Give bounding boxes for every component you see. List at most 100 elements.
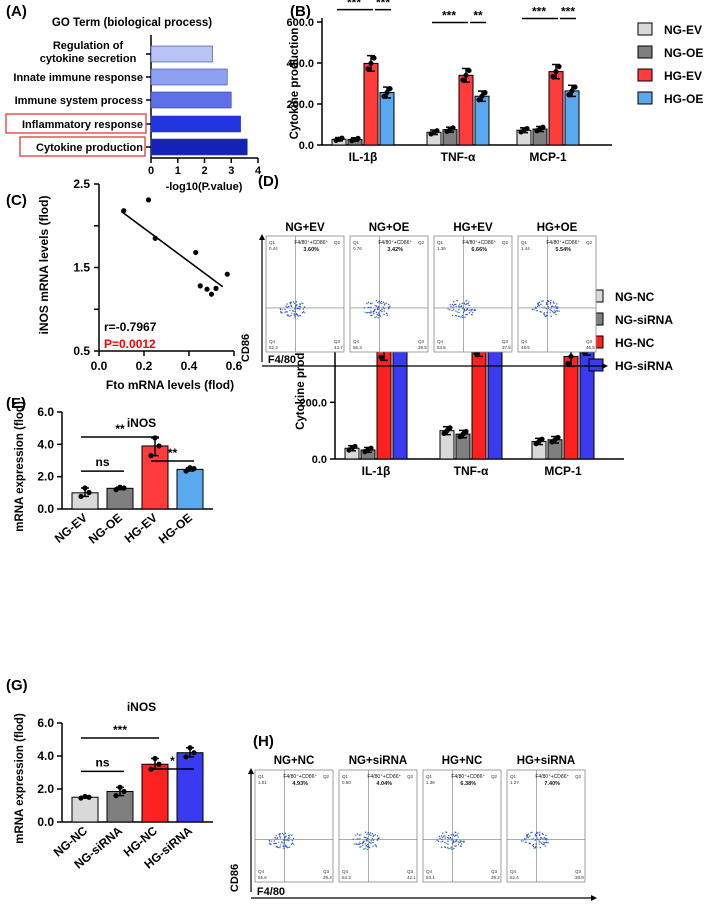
- data-point: [466, 67, 472, 74]
- flow-event-dot: [294, 308, 296, 310]
- flow-event-dot: [374, 308, 376, 311]
- quadrant-gate-label: F4/80⁺+CD86⁺: [462, 240, 496, 246]
- flow-event-dot: [467, 302, 469, 305]
- flow-event-dot: [452, 834, 455, 836]
- data-point: [479, 93, 485, 99]
- flow-event-dot: [541, 832, 544, 835]
- quadrant-label: Q4: [353, 339, 360, 344]
- quadrant-label: Q4: [510, 869, 517, 874]
- data-point: [368, 445, 374, 451]
- flow-event-dot: [358, 834, 361, 836]
- flow-event-dot: [288, 839, 290, 842]
- quadrant-q1-value: 1.44: [521, 246, 530, 251]
- flow-event-dot: [366, 311, 369, 314]
- flow-event-dot: [456, 311, 459, 313]
- flow-event-dot: [450, 306, 452, 308]
- flow-event-dot: [445, 842, 448, 845]
- flow-event-dot: [358, 843, 360, 845]
- flow-event-dot: [287, 305, 290, 308]
- quadrant-label: Q2: [491, 774, 498, 779]
- flow-event-dot: [289, 301, 291, 304]
- flow-event-dot: [375, 311, 378, 313]
- flow-event-dot: [441, 838, 443, 841]
- flow-event-dot: [453, 303, 456, 306]
- data-point: [460, 77, 466, 83]
- data-point: [78, 493, 84, 499]
- quadrant-label: Q2: [575, 774, 582, 779]
- flow-event-dot: [379, 315, 382, 317]
- data-point: [113, 487, 119, 493]
- data-point: [183, 468, 189, 474]
- flow-event-dot: [358, 838, 360, 840]
- flow-event-dot: [455, 845, 457, 847]
- flow-event-dot: [294, 311, 296, 313]
- flow-event-dot: [442, 835, 445, 837]
- flow-event-dot: [377, 314, 379, 316]
- significance-stars: ***: [561, 5, 575, 19]
- flow-event-dot: [297, 307, 300, 310]
- data-point: [78, 795, 84, 801]
- data-point: [117, 784, 123, 790]
- flow-plot-box: [338, 769, 418, 883]
- flow-event-dot: [380, 300, 383, 303]
- flow-event-dot: [286, 839, 289, 841]
- flow-event-dot: [372, 845, 374, 847]
- legend-label: HG-NC: [615, 336, 655, 350]
- flow-event-dot: [284, 845, 286, 848]
- flow-event-dot: [550, 307, 553, 309]
- flow-event-dot: [367, 301, 370, 304]
- flow-event-dot: [281, 842, 283, 844]
- panel-f-y-tick-label: 200.0: [299, 397, 327, 409]
- flow-event-dot: [279, 846, 281, 848]
- panel-e-title: iNOS: [127, 416, 156, 430]
- data-point: [482, 90, 488, 96]
- flow-event-dot: [545, 841, 547, 844]
- flow-event-dot: [376, 308, 379, 311]
- flow-event-dot: [290, 312, 293, 315]
- scatter-point: [145, 197, 152, 203]
- flow-event-dot: [301, 312, 304, 314]
- flow-event-dot: [533, 308, 535, 311]
- data-bar: [474, 95, 490, 146]
- flow-event-dot: [294, 316, 296, 318]
- flow-event-dot: [285, 839, 288, 841]
- flow-event-dot: [288, 837, 290, 839]
- flow-event-dot: [296, 304, 298, 306]
- quadrant-label: Q1: [258, 774, 265, 779]
- panel-b-y-axis-label: Cytokine production: [289, 28, 301, 140]
- flow-event-dot: [386, 313, 388, 315]
- flow-event-dot: [523, 838, 526, 840]
- flow-event-dot: [290, 304, 292, 306]
- flow-event-dot: [377, 317, 379, 319]
- go-bar: [150, 115, 241, 133]
- flow-event-dot: [536, 305, 539, 308]
- data-point: [113, 793, 119, 799]
- flow-event-dot: [368, 834, 371, 836]
- quadrant-gate-label: F4/80⁺+CD86⁺: [546, 240, 580, 246]
- flow-event-dot: [472, 311, 474, 314]
- flow-event-dot: [547, 305, 549, 308]
- quadrant-gate-label: F4/80⁺+CD86⁺: [367, 774, 401, 780]
- flow-event-dot: [372, 839, 374, 841]
- flow-event-dot: [462, 841, 464, 843]
- flow-event-dot: [538, 843, 540, 845]
- panel-c-x-tick-label: 0.4: [181, 359, 198, 373]
- flow-event-dot: [374, 305, 376, 307]
- go-bar: [150, 45, 213, 63]
- flow-event-dot: [300, 302, 302, 304]
- flow-event-dot: [463, 308, 466, 311]
- flow-event-dot: [299, 308, 301, 310]
- flow-event-dot: [273, 843, 275, 845]
- panel-g-y-tick-label: 4.0: [37, 749, 54, 763]
- data-point: [569, 88, 575, 94]
- flow-event-dot: [280, 312, 282, 314]
- data-bar: [563, 355, 579, 460]
- data-point: [191, 465, 197, 472]
- data-point: [524, 125, 530, 132]
- data-point: [121, 788, 127, 795]
- flow-event-dot: [539, 841, 541, 843]
- panel-c-x-tick-label: 0.0: [91, 359, 108, 373]
- flow-event-dot: [302, 308, 305, 310]
- flow-event-dot: [379, 309, 382, 312]
- flow-event-dot: [353, 843, 355, 845]
